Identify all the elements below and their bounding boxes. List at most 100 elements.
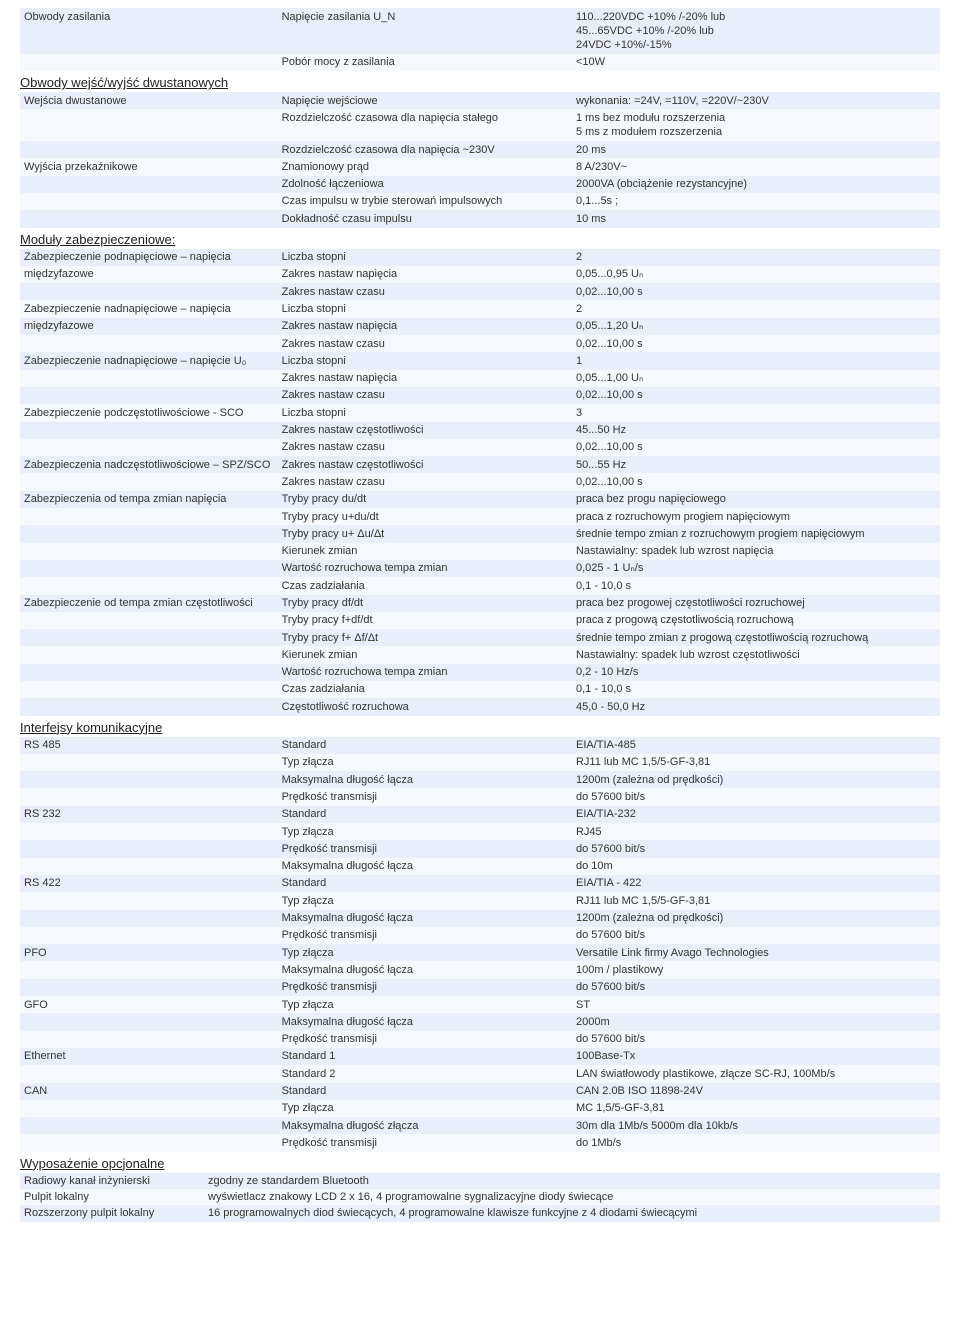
table-row: Tryby pracy f+ Δf/Δtśrednie tempo zmian …	[20, 629, 940, 646]
col-value: 0,1 - 10,0 s	[572, 681, 940, 698]
col-value: 30m dla 1Mb/s 5000m dla 10kb/s	[572, 1117, 940, 1134]
table-row: Wejścia dwustanoweNapięcie wejściowewyko…	[20, 92, 940, 109]
col-group	[20, 1031, 278, 1048]
col-param: Zakres nastaw napięcia	[278, 318, 572, 335]
col-group	[20, 961, 278, 978]
col-value: 1 ms bez modułu rozszerzenia5 ms z moduł…	[572, 109, 940, 141]
col-param: Typ złącza	[278, 1100, 572, 1117]
col-group	[20, 771, 278, 788]
col-param: Maksymalna długość złącza	[278, 1117, 572, 1134]
table-row: Obwody zasilaniaNapięcie zasilania U_N11…	[20, 8, 940, 54]
section-title: Interfejsy komunikacyjne	[20, 720, 940, 735]
table-row: Zakres nastaw częstotliwości45...50 Hz	[20, 422, 940, 439]
col-param: Wartość rozruchowa tempa zmian	[278, 664, 572, 681]
col-group	[20, 193, 278, 210]
col-param: Zakres nastaw napięcia	[278, 266, 572, 283]
col-param: Liczba stopni	[278, 249, 572, 266]
col-param: Prędkość transmisji	[278, 927, 572, 944]
col-group: Zabezpieczenie od tempa zmian częstotliw…	[20, 595, 278, 612]
table-row: Prędkość transmisjido 57600 bit/s	[20, 927, 940, 944]
col-param: Tryby pracy u+du/dt	[278, 508, 572, 525]
col-value: wykonania: =24V, =110V, =220V/~230V	[572, 92, 940, 109]
table-row: Czas zadziałania0,1 - 10,0 s	[20, 681, 940, 698]
table-row: Maksymalna długość łącza1200m (zależna o…	[20, 771, 940, 788]
table-row: Zabezpieczenie od tempa zmian częstotliw…	[20, 595, 940, 612]
col-value: ST	[572, 996, 940, 1013]
col-value: praca z rozruchowym progiem napięciowym	[572, 508, 940, 525]
col-param: Napięcie zasilania U_N	[278, 8, 572, 54]
col-value: Nastawialny: spadek lub wzrost częstotli…	[572, 646, 940, 663]
col-group	[20, 387, 278, 404]
col-value: do 57600 bit/s	[572, 1031, 940, 1048]
col-group: Zabezpieczenie nadnapięciowe – napięcia	[20, 300, 278, 317]
col-value: LAN światłowody plastikowe, złącze SC-RJ…	[572, 1065, 940, 1082]
col-param: Zakres nastaw napięcia	[278, 370, 572, 387]
col-value: 45...50 Hz	[572, 422, 940, 439]
col-group	[20, 577, 278, 594]
col-param: Czas zadziałania	[278, 577, 572, 594]
col-value: 2000VA (obciążenie rezystancyjne)	[572, 176, 940, 193]
table-row: Rozdzielczość czasowa dla napięcia stałe…	[20, 109, 940, 141]
col-group	[20, 210, 278, 227]
table-row: Prędkość transmisjido 57600 bit/s	[20, 840, 940, 857]
col-value: do 57600 bit/s	[572, 927, 940, 944]
col-group	[20, 927, 278, 944]
col-value: MC 1,5/5-GF-3,81	[572, 1100, 940, 1117]
table-row: Zabezpieczenie podnapięciowe – napięciaL…	[20, 249, 940, 266]
table-row: Rozszerzony pulpit lokalny16 programowal…	[20, 1205, 940, 1221]
col-group: Radiowy kanał inżynierski	[20, 1173, 204, 1189]
col-value: średnie tempo zmian z rozruchowym progie…	[572, 525, 940, 542]
table-row: Dokładność czasu impulsu10 ms	[20, 210, 940, 227]
col-value: 0,02...10,00 s	[572, 473, 940, 490]
col-value: praca bez progowej częstotliwości rozruc…	[572, 595, 940, 612]
col-group: Pulpit lokalny	[20, 1189, 204, 1205]
col-group: Wejścia dwustanowe	[20, 92, 278, 109]
col-group: Zabezpieczenie podnapięciowe – napięcia	[20, 249, 278, 266]
table-row: Zdolność łączeniowa2000VA (obciążenie re…	[20, 176, 940, 193]
table-row: Czas zadziałania0,1 - 10,0 s	[20, 577, 940, 594]
col-group	[20, 422, 278, 439]
col-param: Maksymalna długość łącza	[278, 910, 572, 927]
col-param: Typ złącza	[278, 823, 572, 840]
col-param: Prędkość transmisji	[278, 979, 572, 996]
col-group	[20, 754, 278, 771]
col-param: Standard	[278, 806, 572, 823]
col-group: Zabezpieczenie podczęstotliwościowe - SC…	[20, 404, 278, 421]
col-value: praca bez progu napięciowego	[572, 491, 940, 508]
col-group	[20, 560, 278, 577]
col-group	[20, 910, 278, 927]
section-title: Wyposażenie opcjonalne	[20, 1156, 940, 1171]
col-value: wyświetlacz znakowy LCD 2 x 16, 4 progra…	[204, 1189, 940, 1205]
col-value: do 57600 bit/s	[572, 840, 940, 857]
spec-table: Zabezpieczenie podnapięciowe – napięciaL…	[20, 249, 940, 716]
table-row: Prędkość transmisjido 57600 bit/s	[20, 1031, 940, 1048]
col-param: Maksymalna długość łącza	[278, 858, 572, 875]
col-value: do 1Mb/s	[572, 1134, 940, 1151]
table-row: Pulpit lokalnywyświetlacz znakowy LCD 2 …	[20, 1189, 940, 1205]
col-value: 1	[572, 352, 940, 369]
col-value: 2	[572, 300, 940, 317]
col-value: 1200m (zależna od prędkości)	[572, 910, 940, 927]
col-param: Kierunek zmian	[278, 646, 572, 663]
col-value: do 10m	[572, 858, 940, 875]
col-param: Napięcie wejściowe	[278, 92, 572, 109]
col-value: 0,1...5s ;	[572, 193, 940, 210]
table-row: Zabezpieczenia nadczęstotliwościowe – SP…	[20, 456, 940, 473]
col-value: 0,05...0,95 Uₙ	[572, 266, 940, 283]
col-group: Rozszerzony pulpit lokalny	[20, 1205, 204, 1221]
col-group: Zabezpieczenia nadczęstotliwościowe – SP…	[20, 456, 278, 473]
col-group: RS 422	[20, 875, 278, 892]
col-value: 0,02...10,00 s	[572, 387, 940, 404]
col-value: praca z progową częstotliwością rozrucho…	[572, 612, 940, 629]
col-group	[20, 543, 278, 560]
col-param: Czas zadziałania	[278, 681, 572, 698]
col-param: Prędkość transmisji	[278, 1031, 572, 1048]
table-row: Maksymalna długość łączado 10m	[20, 858, 940, 875]
table-row: Prędkość transmisjido 1Mb/s	[20, 1134, 940, 1151]
spec-table: RS 485StandardEIA/TIA-485Typ złączaRJ11 …	[20, 737, 940, 1152]
col-value: CAN 2.0B ISO 11898-24V	[572, 1083, 940, 1100]
col-group	[20, 892, 278, 909]
col-value: 0,02...10,00 s	[572, 439, 940, 456]
col-param: Zdolność łączeniowa	[278, 176, 572, 193]
col-value: 2	[572, 249, 940, 266]
